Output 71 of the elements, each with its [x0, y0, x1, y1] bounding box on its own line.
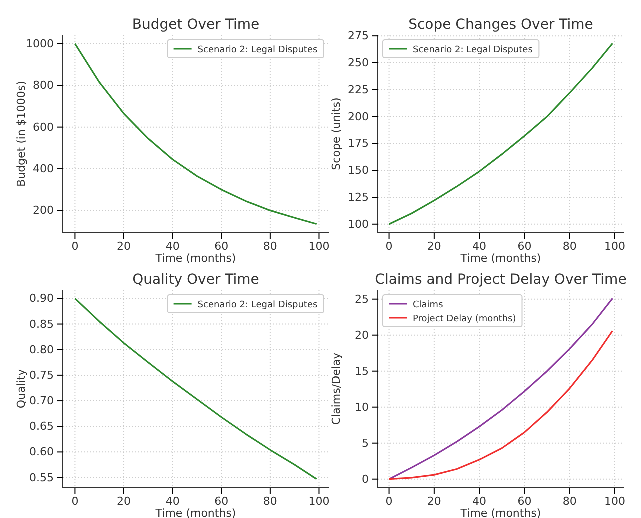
- x-tick-label: 60: [518, 240, 532, 253]
- y-tick-label: 175: [348, 137, 369, 150]
- x-tick-label: 80: [263, 240, 278, 253]
- y-axis-title: Claims/Delay: [330, 352, 343, 426]
- y-tick-label: 0.80: [30, 343, 54, 356]
- y-tick-label: 0.55: [30, 471, 54, 484]
- x-tick-label: 100: [604, 494, 626, 508]
- line-series: [74, 298, 318, 480]
- y-tick-label: 600: [33, 120, 54, 134]
- legend-label: Project Delay (months): [413, 314, 516, 324]
- y-tick-label: 0.90: [30, 292, 54, 306]
- y-tick-label: 275: [348, 30, 369, 43]
- x-tick-label: 100: [308, 240, 330, 253]
- y-tick-label: 5: [362, 436, 369, 450]
- x-tick-label: 20: [117, 494, 132, 508]
- y-axis-title: Quality: [15, 368, 28, 409]
- x-axis-title: Time (months): [154, 252, 236, 265]
- x-axis-title: Time (months): [460, 252, 542, 265]
- y-tick-label: 10: [355, 400, 369, 414]
- chart-title: Scope Changes Over Time: [408, 17, 594, 33]
- x-tick-label: 20: [427, 240, 442, 253]
- x-tick-label: 20: [117, 240, 132, 253]
- y-tick-label: 0.75: [30, 368, 54, 382]
- x-tick-label: 20: [427, 494, 442, 508]
- legend-label: Scenario 2: Legal Disputes: [198, 300, 318, 310]
- y-tick-label: 0.85: [30, 318, 54, 331]
- y-tick-label: 250: [348, 56, 369, 70]
- y-axis-title: Scope (units): [330, 98, 343, 170]
- y-tick-label: 0: [362, 472, 369, 486]
- chart-title: Budget Over Time: [132, 17, 260, 33]
- x-tick-label: 0: [386, 494, 393, 508]
- y-tick-label: 100: [348, 218, 369, 231]
- x-tick-label: 100: [308, 494, 330, 508]
- y-tick-label: 150: [348, 164, 369, 178]
- line-series: [388, 298, 614, 480]
- y-tick-label: 400: [33, 162, 54, 176]
- chart-title: Claims and Project Delay Over Time: [375, 272, 627, 288]
- line-series: [74, 43, 318, 226]
- y-tick-label: 1000: [26, 37, 54, 50]
- x-tick-label: 80: [562, 494, 577, 508]
- y-tick-label: 125: [348, 191, 369, 204]
- y-tick-label: 225: [348, 83, 369, 96]
- x-tick-label: 0: [386, 240, 393, 253]
- legend-label: Scenario 2: Legal Disputes: [198, 46, 318, 56]
- y-tick-label: 15: [355, 364, 369, 378]
- y-tick-label: 200: [33, 204, 54, 218]
- chart-title: Quality Over Time: [132, 272, 260, 288]
- x-tick-label: 80: [562, 240, 577, 253]
- x-tick-label: 60: [518, 494, 532, 508]
- y-tick-label: 0.65: [30, 420, 54, 434]
- line-series: [388, 42, 614, 226]
- y-tick-label: 200: [348, 110, 369, 124]
- x-tick-label: 0: [72, 494, 79, 508]
- x-tick-label: 0: [72, 240, 79, 253]
- legend-label: Claims: [413, 300, 444, 310]
- x-tick-label: 60: [214, 240, 229, 253]
- x-tick-label: 40: [472, 494, 487, 508]
- line-series: [388, 330, 614, 480]
- x-tick-label: 40: [472, 240, 487, 253]
- x-tick-label: 60: [214, 494, 229, 508]
- y-tick-label: 0.70: [30, 394, 54, 408]
- x-tick-label: 40: [166, 494, 180, 508]
- y-axis-title: Budget (in $1000s): [15, 81, 28, 187]
- x-tick-label: 100: [604, 240, 626, 253]
- legend-label: Scenario 2: Legal Disputes: [413, 46, 534, 56]
- y-tick-label: 0.60: [30, 446, 54, 459]
- y-tick-label: 800: [33, 79, 54, 92]
- x-tick-label: 80: [263, 494, 278, 508]
- y-tick-label: 20: [355, 328, 369, 342]
- x-tick-label: 40: [166, 240, 180, 253]
- y-tick-label: 25: [355, 292, 369, 306]
